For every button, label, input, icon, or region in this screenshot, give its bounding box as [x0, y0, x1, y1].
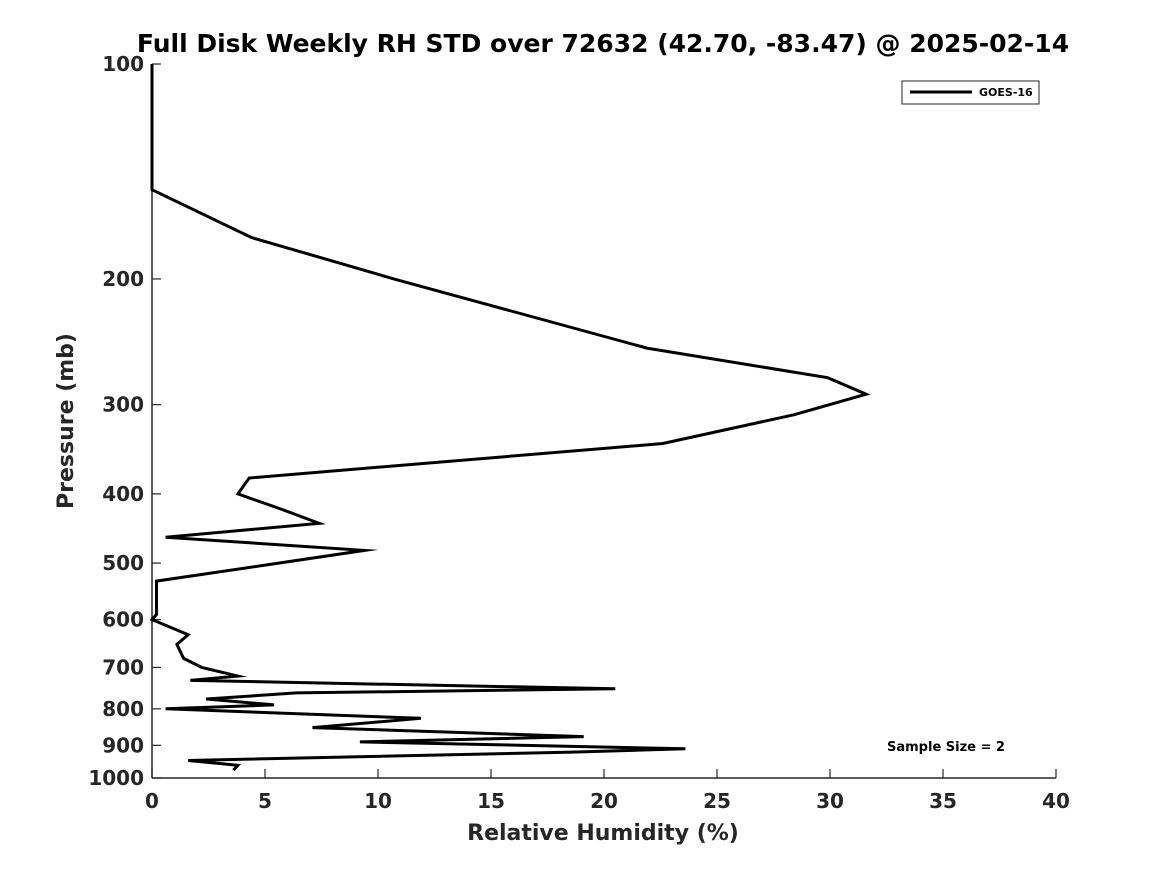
x-tick-label: 40 [1042, 789, 1070, 813]
x-tick-label: 30 [816, 789, 844, 813]
x-tick-label: 25 [703, 789, 731, 813]
x-ticks: 0 5 10 15 20 25 30 35 40 [145, 769, 1070, 813]
y-tick-label: 700 [102, 655, 144, 679]
y-tick-label: 1000 [88, 766, 144, 790]
series-line-goes-16 [149, 64, 871, 772]
y-tick-label: 300 [102, 393, 144, 417]
y-axis-label: Pressure (mb) [54, 333, 79, 509]
x-axis-label: Relative Humidity (%) [467, 821, 739, 846]
legend: GOES-16 [901, 80, 1040, 105]
y-ticks: 100 200 300 400 500 600 700 800 900 1000 [88, 52, 161, 790]
legend-label-goes-16: GOES-16 [979, 86, 1033, 99]
y-tick-label: 900 [102, 733, 144, 757]
y-tick-label: 500 [102, 551, 144, 575]
x-tick-label: 35 [929, 789, 957, 813]
x-tick-label: 15 [477, 789, 505, 813]
x-tick-label: 5 [258, 789, 272, 813]
x-tick-label: 10 [364, 789, 392, 813]
y-tick-label: 200 [102, 267, 144, 291]
x-tick-label: 0 [145, 789, 159, 813]
y-tick-label: 400 [102, 482, 144, 506]
y-tick-label: 800 [102, 697, 144, 721]
chart-title: Full Disk Weekly RH STD over 72632 (42.7… [137, 29, 1069, 58]
sample-size-annotation: Sample Size = 2 [887, 740, 1005, 755]
y-tick-label: 600 [102, 608, 144, 632]
x-tick-label: 20 [590, 789, 618, 813]
y-tick-label: 100 [102, 52, 144, 76]
series-layer [149, 64, 871, 772]
